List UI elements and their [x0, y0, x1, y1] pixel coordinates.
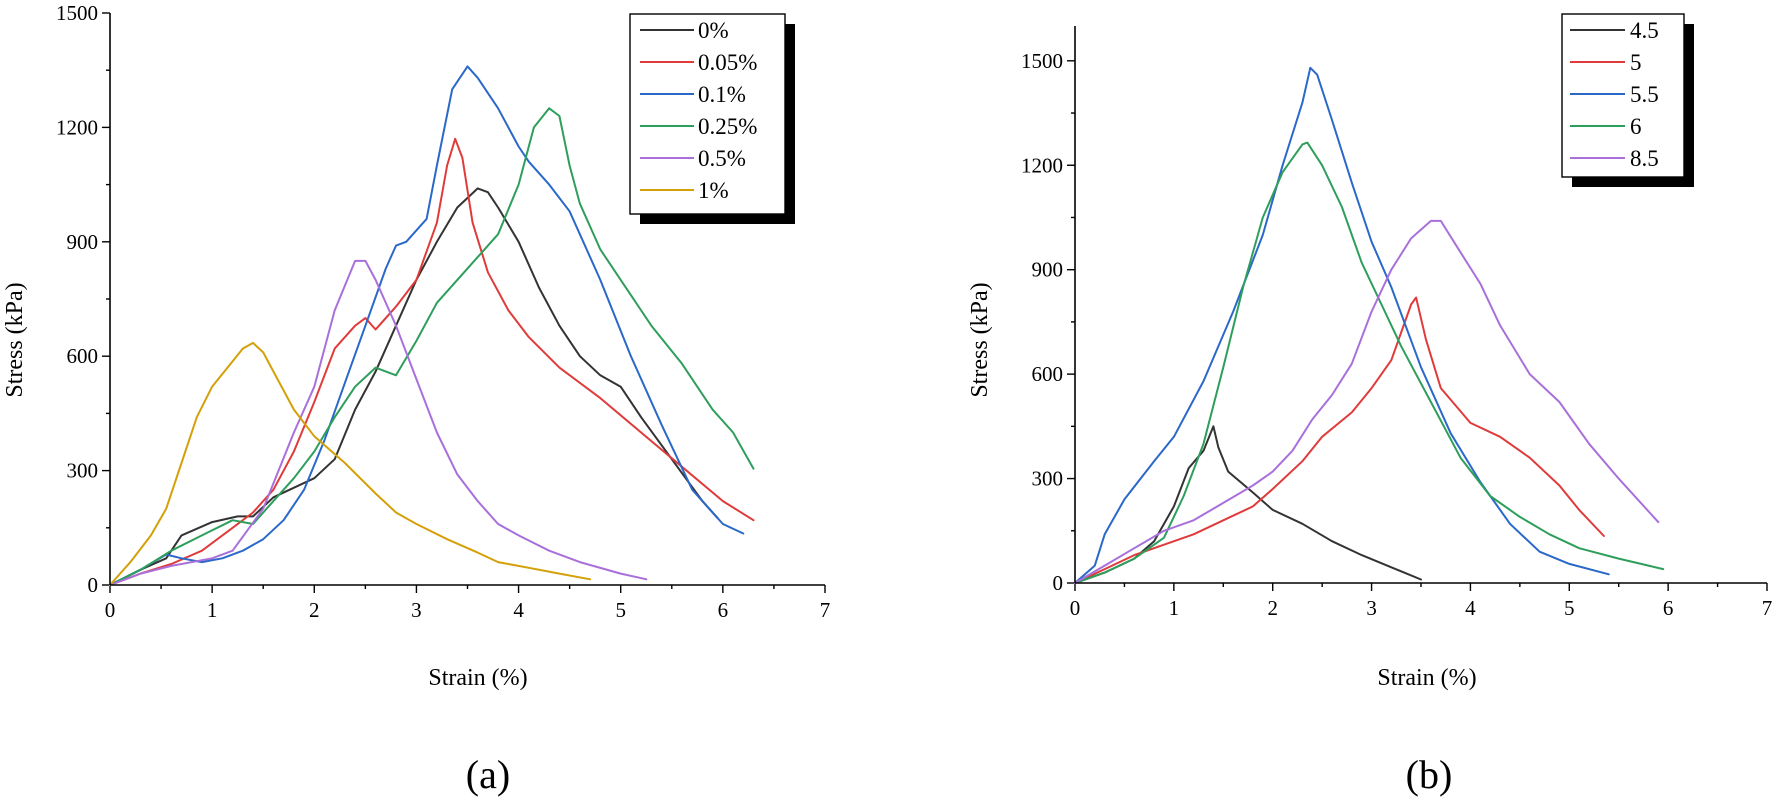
legend-label: 6 [1630, 114, 1642, 139]
legend-label: 0.25% [698, 114, 757, 139]
x-tick-label: 4 [513, 598, 524, 622]
series-line-5-5 [1074, 66, 1610, 584]
legend-label: 8.5 [1630, 146, 1659, 171]
legend-label: 0.1% [698, 82, 746, 107]
y-tick-label: 1500 [1021, 49, 1063, 73]
x-tick-label: 7 [820, 598, 831, 622]
legend-label: 0% [698, 18, 729, 43]
y-tick-label: 300 [1032, 467, 1064, 491]
series-line-1- [109, 341, 592, 586]
series-line-0-5- [109, 259, 648, 586]
x-tick-label: 6 [718, 598, 729, 622]
y-tick-label: 900 [67, 230, 99, 254]
axis-ticks-a: 0 1 2 3 4 5 6 7 0 300 600 900 1200 1500 [56, 1, 830, 622]
y-tick-label: 0 [1053, 571, 1064, 595]
legend-items-a: 0% 0.05% 0.1% 0.25% 0.5% 1% [640, 18, 757, 203]
x-tick-label: 5 [615, 598, 626, 622]
x-tick-label: 2 [1267, 596, 1278, 620]
legend-label: 1% [698, 178, 729, 203]
panel-b: 0 1 2 3 4 5 6 7 0 300 600 900 1200 1500 Strain (%) St… [967, 13, 1772, 797]
x-tick-label: 3 [411, 598, 422, 622]
x-tick-label: 1 [207, 598, 218, 622]
x-axis-title-b: Strain (%) [1377, 665, 1476, 691]
x-tick-label: 3 [1366, 596, 1377, 620]
y-tick-label: 1200 [1021, 153, 1063, 177]
x-tick-label: 1 [1169, 596, 1180, 620]
y-tick-label: 1200 [56, 115, 98, 139]
series-line-5 [1074, 296, 1605, 584]
legend-b: 4.5 5 5.5 6 8.5 [1561, 13, 1694, 187]
legend-label: 0.5% [698, 146, 746, 171]
y-axis-title-a: Stress (kPa) [2, 282, 28, 397]
series-group-b [1074, 66, 1665, 584]
y-axis-title-b: Stress (kPa) [967, 282, 993, 397]
x-tick-label: 2 [309, 598, 320, 622]
series-line-0- [109, 187, 719, 586]
y-tick-label: 300 [67, 459, 99, 483]
panel-label-a: (a) [466, 752, 510, 797]
legend-label: 5 [1630, 50, 1642, 75]
x-tick-label: 0 [105, 598, 116, 622]
x-tick-label: 4 [1465, 596, 1476, 620]
legend-a: 0% 0.05% 0.1% 0.25% 0.5% 1% [629, 13, 795, 224]
y-tick-label: 600 [67, 344, 99, 368]
series-line-8-5 [1074, 219, 1660, 584]
legend-box-a [629, 13, 786, 215]
series-line-6 [1074, 141, 1665, 584]
x-tick-label: 5 [1564, 596, 1575, 620]
panel-label-b: (b) [1406, 752, 1453, 797]
x-tick-label: 7 [1762, 596, 1772, 620]
y-tick-label: 900 [1032, 258, 1064, 282]
x-tick-label: 0 [1070, 596, 1081, 620]
x-tick-label: 6 [1663, 596, 1674, 620]
x-axis-title-a: Strain (%) [428, 665, 527, 691]
series-line-0-05- [109, 137, 755, 586]
y-tick-label: 1500 [56, 1, 98, 25]
series-line-0-1- [109, 65, 745, 586]
series-line-4-5 [1074, 425, 1422, 584]
y-tick-label: 0 [88, 573, 99, 597]
y-tick-label: 600 [1032, 362, 1064, 386]
legend-label: 4.5 [1630, 18, 1659, 43]
legend-label: 0.05% [698, 50, 757, 75]
series-group-a [109, 65, 755, 586]
legend-box-b [1561, 13, 1685, 178]
legend-items-b: 4.5 5 5.5 6 8.5 [1570, 18, 1659, 171]
panel-a: 0 1 2 3 4 5 6 7 0 300 600 900 1200 1500 Strain (%) St… [2, 1, 830, 797]
legend-label: 5.5 [1630, 82, 1659, 107]
